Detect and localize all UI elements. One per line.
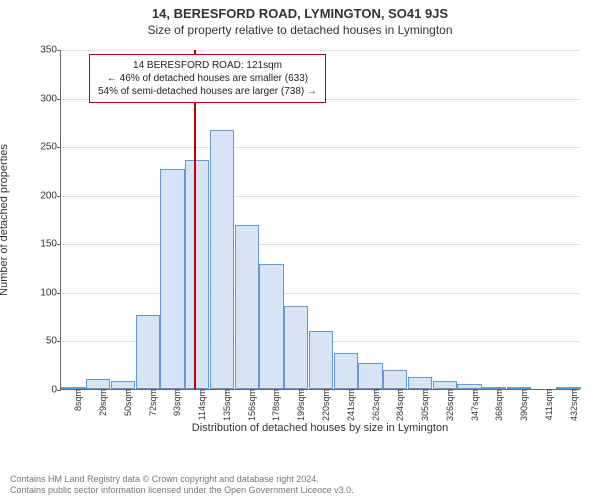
x-tick-label: 114sqm — [195, 389, 207, 420]
y-tick-mark — [57, 196, 61, 197]
y-tick-mark — [57, 50, 61, 51]
x-tick-label: 390sqm — [517, 389, 529, 421]
x-tick-label: 93sqm — [170, 389, 182, 416]
x-tick-label: 156sqm — [245, 389, 257, 421]
x-tick-label: 284sqm — [393, 389, 405, 421]
histogram-bar — [235, 225, 259, 389]
histogram-bar — [210, 130, 234, 389]
x-tick-label: 368sqm — [492, 389, 504, 421]
histogram-bar — [358, 363, 382, 389]
x-tick-label: 220sqm — [319, 389, 331, 421]
histogram-bar — [185, 160, 209, 389]
x-tick-label: 241sqm — [344, 389, 356, 421]
x-tick-label: 347sqm — [468, 389, 480, 421]
gridline — [61, 147, 580, 148]
gridline — [61, 196, 580, 197]
y-tick-mark — [57, 244, 61, 245]
info-box: 14 BERESFORD ROAD: 121sqm ← 46% of detac… — [89, 54, 326, 103]
y-tick-mark — [57, 390, 61, 391]
x-tick-label: 305sqm — [418, 389, 430, 421]
gridline — [61, 50, 580, 51]
x-tick-label: 178sqm — [269, 389, 281, 421]
plot-area: 0501001502002503003508sqm29sqm50sqm72sqm… — [60, 50, 580, 390]
x-tick-label: 72sqm — [146, 389, 158, 416]
info-line-3: 54% of semi-detached houses are larger (… — [98, 85, 317, 98]
footer-line-1: Contains HM Land Registry data © Crown c… — [10, 474, 354, 485]
info-line-2: ← 46% of detached houses are smaller (63… — [98, 72, 317, 85]
info-line-1: 14 BERESFORD ROAD: 121sqm — [98, 59, 317, 72]
histogram-bar — [383, 370, 407, 389]
y-tick-mark — [57, 147, 61, 148]
x-tick-label: 135sqm — [220, 389, 232, 421]
y-tick-mark — [57, 99, 61, 100]
chart-container: Number of detached properties 0501001502… — [0, 40, 600, 440]
chart-title-sub: Size of property relative to detached ho… — [0, 21, 600, 39]
histogram-bar — [284, 306, 308, 389]
histogram-bar — [309, 331, 333, 389]
y-tick-mark — [57, 293, 61, 294]
histogram-bar — [408, 377, 432, 389]
gridline — [61, 293, 580, 294]
x-axis-label: Distribution of detached houses by size … — [60, 422, 580, 434]
x-tick-label: 411sqm — [542, 389, 554, 420]
x-tick-label: 8sqm — [71, 389, 83, 411]
footer-line-2: Contains public sector information licen… — [10, 485, 354, 496]
x-tick-label: 326sqm — [443, 389, 455, 421]
histogram-bar — [433, 381, 457, 389]
histogram-bar — [136, 315, 160, 389]
y-tick-mark — [57, 341, 61, 342]
histogram-bar — [259, 264, 283, 389]
x-tick-label: 29sqm — [96, 389, 108, 416]
x-tick-label: 262sqm — [369, 389, 381, 421]
histogram-bar — [160, 169, 184, 390]
gridline — [61, 244, 580, 245]
chart-title-main: 14, BERESFORD ROAD, LYMINGTON, SO41 9JS — [0, 0, 600, 21]
x-tick-label: 199sqm — [294, 389, 306, 421]
histogram-bar — [334, 353, 358, 389]
x-tick-label: 50sqm — [121, 389, 133, 416]
x-tick-label: 432sqm — [567, 389, 579, 421]
footer-attribution: Contains HM Land Registry data © Crown c… — [10, 474, 354, 497]
histogram-bar — [86, 379, 110, 389]
histogram-bar — [111, 381, 135, 389]
